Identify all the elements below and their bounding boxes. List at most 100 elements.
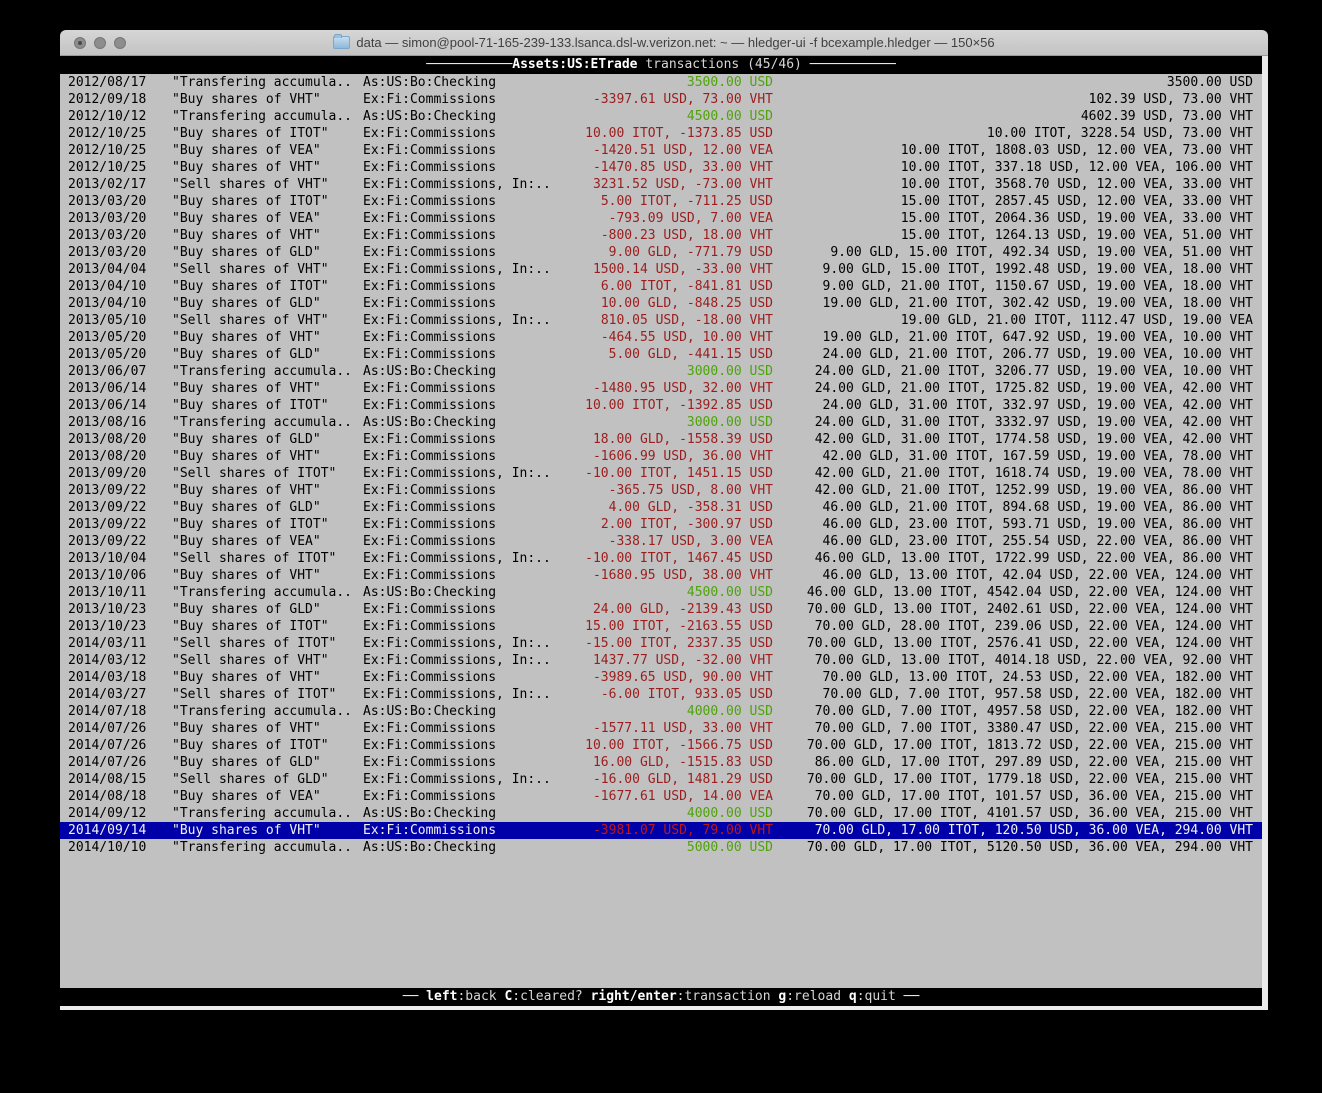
table-row[interactable]: 2013/04/10 "Buy shares of ITOT" Ex:Fi:Comm…: [60, 278, 1262, 295]
table-row[interactable]: 2013/05/10 "Sell shares of VHT" Ex:Fi:Comm…: [60, 312, 1262, 329]
table-row[interactable]: 2013/03/20 "Buy shares of GLD" Ex:Fi:Commi…: [60, 244, 1262, 261]
table-row[interactable]: 2013/10/11 "Transfering accumula.. As:US:B…: [60, 584, 1262, 601]
zoom-button[interactable]: [114, 36, 126, 49]
transaction-other-account: Ex:Fi:Commissions, In:..: [363, 466, 551, 481]
table-row[interactable]: 2014/08/15 "Sell shares of GLD" Ex:Fi:Comm…: [60, 771, 1262, 788]
minimize-button[interactable]: [94, 36, 106, 49]
table-row[interactable]: 2012/10/12 "Transfering accumula.. As:US:B…: [60, 108, 1262, 125]
transaction-running-balance: 19.00 GLD, 21.00 ITOT, 647.92 USD, 19.00…: [822, 330, 1253, 345]
transaction-amount: 4000.00 USD: [686, 704, 773, 719]
table-row[interactable]: 2014/03/12 "Sell shares of VHT" Ex:Fi:Comm…: [60, 652, 1262, 669]
transaction-date: 2014/08/18: [68, 789, 147, 804]
table-row[interactable]: 2014/09/14 "Buy shares of VHT" Ex:Fi:Commi…: [60, 822, 1262, 839]
table-row[interactable]: 2013/03/20 "Buy shares of VHT" Ex:Fi:Commi…: [60, 227, 1262, 244]
table-row[interactable]: 2013/08/16 "Transfering accumula.. As:US:B…: [60, 414, 1262, 431]
transaction-description: "Sell shares of ITOT": [172, 551, 337, 566]
transaction-description: "Buy shares of GLD": [172, 500, 321, 515]
footer-rule-left: ──: [402, 989, 427, 1004]
table-row[interactable]: 2012/10/25 "Buy shares of VHT" Ex:Fi:Commi…: [60, 159, 1262, 176]
table-row[interactable]: 2014/09/12 "Transfering accumula.. As:US:B…: [60, 805, 1262, 822]
table-row[interactable]: 2013/05/20 "Buy shares of GLD" Ex:Fi:Commi…: [60, 346, 1262, 363]
table-row[interactable]: 2013/04/04 "Sell shares of VHT" Ex:Fi:Comm…: [60, 261, 1262, 278]
transaction-running-balance: 46.00 GLD, 23.00 ITOT, 593.71 USD, 19.00…: [822, 517, 1253, 532]
transaction-description: "Buy shares of GLD": [172, 245, 321, 260]
table-row[interactable]: 2013/08/20 "Buy shares of GLD" Ex:Fi:Commi…: [60, 431, 1262, 448]
table-row[interactable]: 2012/10/25 "Buy shares of ITOT" Ex:Fi:Comm…: [60, 125, 1262, 142]
close-button[interactable]: [74, 36, 86, 49]
transaction-running-balance: 15.00 ITOT, 2064.36 USD, 19.00 VEA, 33.0…: [900, 211, 1253, 226]
table-row[interactable]: 2014/10/10 "Transfering accumula.. As:US:B…: [60, 839, 1262, 856]
table-row[interactable]: 2013/10/04 "Sell shares of ITOT" Ex:Fi:Com…: [60, 550, 1262, 567]
proxy-folder-icon[interactable]: [333, 34, 351, 49]
table-row[interactable]: 2014/07/26 "Buy shares of ITOT" Ex:Fi:Comm…: [60, 737, 1262, 754]
table-row[interactable]: 2013/06/07 "Transfering accumula.. As:US:B…: [60, 363, 1262, 380]
transaction-amount: 1437.77 USD, -32.00 VHT: [592, 653, 773, 668]
transaction-other-account: Ex:Fi:Commissions: [363, 755, 497, 770]
table-row[interactable]: 2014/03/11 "Sell shares of ITOT" Ex:Fi:Com…: [60, 635, 1262, 652]
transaction-running-balance: 46.00 GLD, 13.00 ITOT, 42.04 USD, 22.00 …: [822, 568, 1253, 583]
table-row[interactable]: 2013/02/17 "Sell shares of VHT" Ex:Fi:Comm…: [60, 176, 1262, 193]
transaction-description: "Buy shares of ITOT": [172, 398, 329, 413]
transaction-amount: 16.00 GLD, -1515.83 USD: [592, 755, 773, 770]
table-row[interactable]: 2013/08/20 "Buy shares of VHT" Ex:Fi:Commi…: [60, 448, 1262, 465]
transaction-description: "Transfering accumula..: [172, 585, 353, 600]
table-row[interactable]: 2014/07/26 "Buy shares of VHT" Ex:Fi:Commi…: [60, 720, 1262, 737]
table-row[interactable]: 2013/10/23 "Buy shares of ITOT" Ex:Fi:Comm…: [60, 618, 1262, 635]
header-rule-left: ───────────: [426, 57, 513, 72]
table-row[interactable]: 2013/06/14 "Buy shares of VHT" Ex:Fi:Commi…: [60, 380, 1262, 397]
table-row[interactable]: 2012/08/17 "Transfering accumula.. As:US:B…: [60, 74, 1262, 91]
transaction-running-balance: 24.00 GLD, 31.00 ITOT, 3332.97 USD, 19.0…: [814, 415, 1253, 430]
table-row[interactable]: 2013/10/06 "Buy shares of VHT" Ex:Fi:Commi…: [60, 567, 1262, 584]
transaction-other-account: Ex:Fi:Commissions: [363, 228, 497, 243]
table-row[interactable]: 2013/09/22 "Buy shares of ITOT" Ex:Fi:Comm…: [60, 516, 1262, 533]
table-row[interactable]: 2013/09/22 "Buy shares of VEA" Ex:Fi:Commi…: [60, 533, 1262, 550]
transaction-amount: 3000.00 USD: [686, 364, 773, 379]
transaction-description: "Buy shares of VHT": [172, 568, 321, 583]
table-row[interactable]: 2014/07/26 "Buy shares of GLD" Ex:Fi:Commi…: [60, 754, 1262, 771]
transaction-description: "Sell shares of VHT": [172, 653, 329, 668]
transaction-running-balance: 10.00 ITOT, 3228.54 USD, 73.00 VHT: [986, 126, 1253, 141]
table-row[interactable]: 2013/03/20 "Buy shares of VEA" Ex:Fi:Commi…: [60, 210, 1262, 227]
key-hint-action: :quit: [856, 989, 896, 1004]
table-row[interactable]: 2013/06/14 "Buy shares of ITOT" Ex:Fi:Comm…: [60, 397, 1262, 414]
table-row[interactable]: 2012/09/18 "Buy shares of VHT" Ex:Fi:Commi…: [60, 91, 1262, 108]
transaction-other-account: Ex:Fi:Commissions: [363, 296, 497, 311]
transaction-description: "Transfering accumula..: [172, 415, 353, 430]
transaction-running-balance: 42.00 GLD, 31.00 ITOT, 1774.58 USD, 19.0…: [814, 432, 1253, 447]
transaction-running-balance: 70.00 GLD, 17.00 ITOT, 4101.57 USD, 36.0…: [806, 806, 1253, 821]
transaction-date: 2013/05/20: [68, 330, 147, 345]
transaction-amount: 5.00 ITOT, -711.25 USD: [600, 194, 773, 209]
table-row[interactable]: 2013/10/23 "Buy shares of GLD" Ex:Fi:Commi…: [60, 601, 1262, 618]
table-row[interactable]: 2014/03/27 "Sell shares of ITOT" Ex:Fi:Com…: [60, 686, 1262, 703]
transaction-other-account: Ex:Fi:Commissions, In:..: [363, 177, 551, 192]
table-row[interactable]: 2014/07/18 "Transfering accumula.. As:US:B…: [60, 703, 1262, 720]
transaction-other-account: Ex:Fi:Commissions: [363, 721, 497, 736]
title-bar[interactable]: data — simon@pool-71-165-239-133.lsanca.…: [60, 30, 1268, 56]
table-row[interactable]: 2013/09/22 "Buy shares of VHT" Ex:Fi:Commi…: [60, 482, 1262, 499]
transaction-amount: -464.55 USD, 10.00 VHT: [600, 330, 773, 345]
transaction-date: 2013/08/16: [68, 415, 147, 430]
table-row[interactable]: 2013/04/10 "Buy shares of GLD" Ex:Fi:Commi…: [60, 295, 1262, 312]
terminal-content: ─────────── Assets:US:ETrade transactions…: [60, 56, 1268, 1010]
transaction-other-account: Ex:Fi:Commissions: [363, 568, 497, 583]
transaction-description: "Sell shares of VHT": [172, 313, 329, 328]
table-row[interactable]: 2012/10/25 "Buy shares of VEA" Ex:Fi:Commi…: [60, 142, 1262, 159]
table-row[interactable]: 2013/09/22 "Buy shares of GLD" Ex:Fi:Commi…: [60, 499, 1262, 516]
transaction-date: 2014/03/11: [68, 636, 147, 651]
table-row[interactable]: 2013/03/20 "Buy shares of ITOT" Ex:Fi:Comm…: [60, 193, 1262, 210]
transaction-running-balance: 19.00 GLD, 21.00 ITOT, 1112.47 USD, 19.0…: [900, 313, 1253, 328]
table-row[interactable]: 2014/03/18 "Buy shares of VHT" Ex:Fi:Commi…: [60, 669, 1262, 686]
table-row[interactable]: 2014/08/18 "Buy shares of VEA" Ex:Fi:Commi…: [60, 788, 1262, 805]
table-row[interactable]: 2013/09/20 "Sell shares of ITOT" Ex:Fi:Com…: [60, 465, 1262, 482]
transaction-running-balance: 9.00 GLD, 15.00 ITOT, 492.34 USD, 19.00 …: [830, 245, 1253, 260]
transaction-running-balance: 46.00 GLD, 13.00 ITOT, 4542.04 USD, 22.0…: [806, 585, 1253, 600]
transaction-other-account: Ex:Fi:Commissions: [363, 279, 497, 294]
transaction-running-balance: 70.00 GLD, 13.00 ITOT, 2402.61 USD, 22.0…: [806, 602, 1253, 617]
key-hint-action: :reload: [786, 989, 849, 1004]
transaction-description: "Buy shares of VEA": [172, 789, 321, 804]
table-row[interactable]: 2013/05/20 "Buy shares of VHT" Ex:Fi:Commi…: [60, 329, 1262, 346]
transaction-amount: -10.00 ITOT, 1467.45 USD: [585, 551, 773, 566]
transaction-description: "Sell shares of VHT": [172, 262, 329, 277]
transaction-amount: 4.00 GLD, -358.31 USD: [608, 500, 773, 515]
